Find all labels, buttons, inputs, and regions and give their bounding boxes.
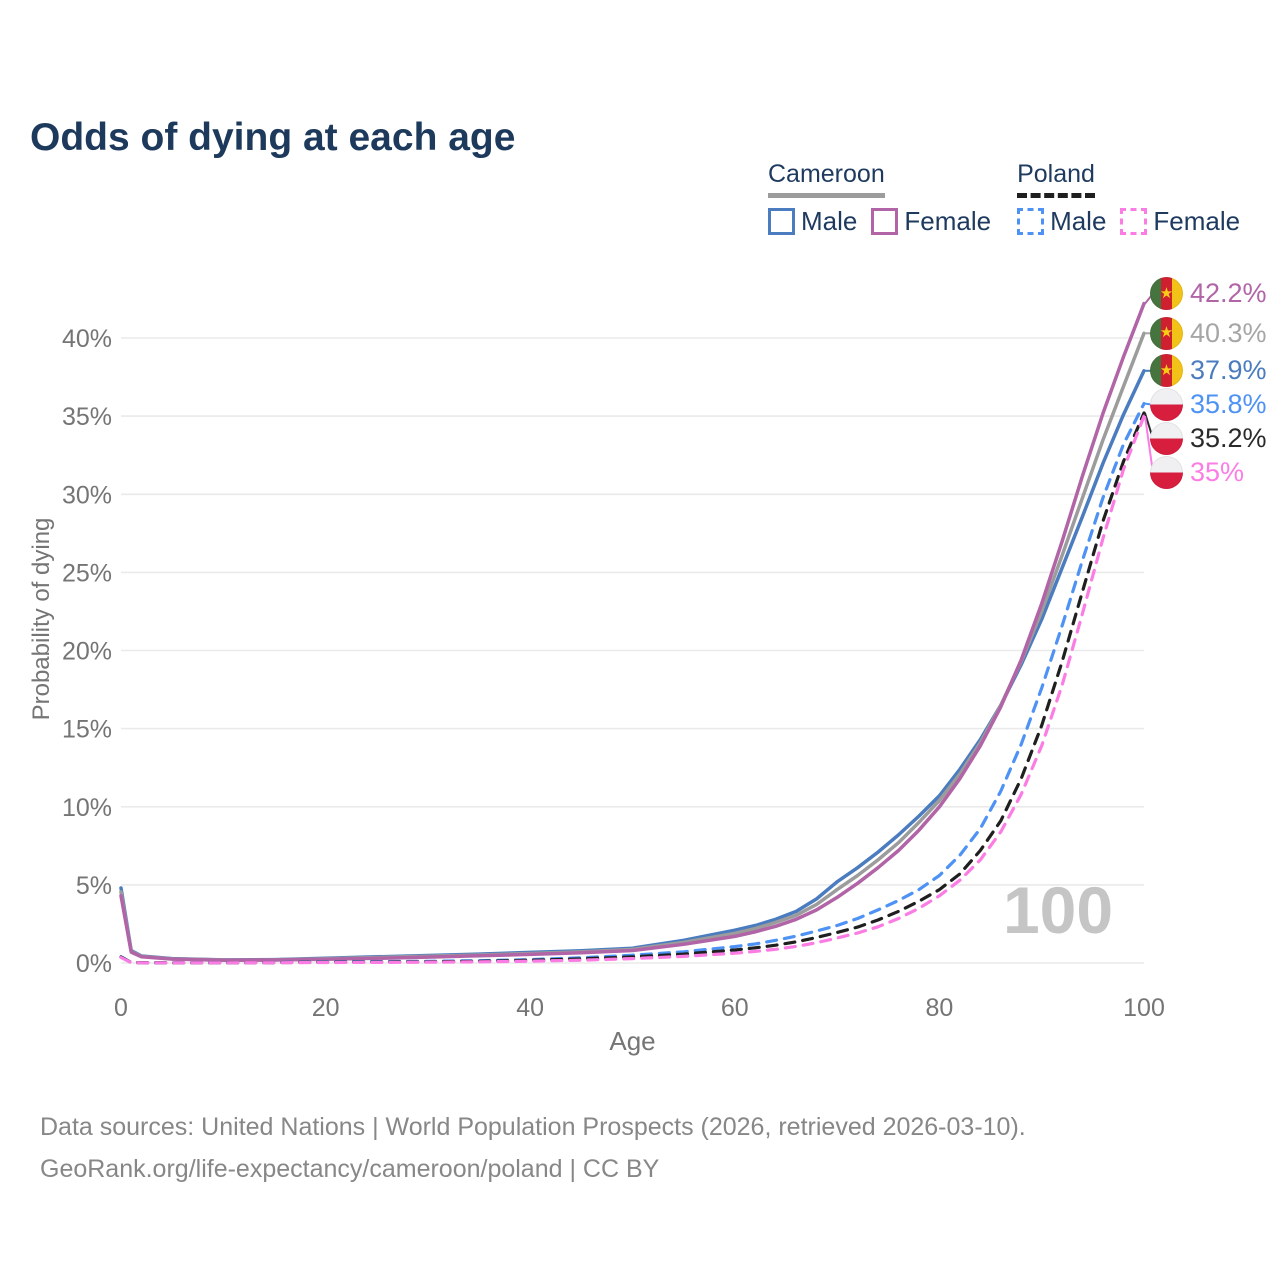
legend-item-cameroon-female[interactable]: Female [871,206,991,237]
series-line-poland-male[interactable] [119,402,1146,965]
legend-item-label: Female [1153,206,1241,236]
end-value-label: 35.8% [1190,389,1267,420]
x-tick-label-40: 40 [516,994,544,1022]
y-tick-label-30: 30% [62,481,112,509]
cameroon-flag-icon: ★ [1150,316,1183,350]
legend-item-label: Female [904,206,992,236]
poland-female-swatch-icon [1120,208,1148,235]
legend-items-cameroon: Male Female [768,206,991,237]
x-axis-title: Age [609,1026,656,1056]
data-sources-line: Data sources: United Nations | World Pop… [40,1113,1026,1141]
poland-flag-icon [1150,388,1183,422]
x-tick-label-100: 100 [1123,994,1165,1022]
end-label-poland-35-2-: 35.2% [1150,420,1267,458]
legend-country-poland[interactable]: Poland [1017,160,1095,198]
cameroon-female-swatch-icon [871,208,899,235]
end-value-label: 35% [1190,457,1245,488]
legend-group-cameroon: Cameroon Male Female [768,160,991,237]
x-tick-label-60: 60 [721,994,749,1022]
cameroon-star-icon: ★ [1159,324,1174,342]
cameroon-male-swatch-icon [768,208,795,235]
footer: Data sources: United Nations | World Pop… [40,1106,1026,1190]
page-title: Odds of dying at each age [30,116,516,160]
end-value-label: 40.3% [1190,317,1267,348]
end-value-label: 35.2% [1190,423,1267,454]
series-line-cameroon-female[interactable] [119,301,1146,962]
cameroon-star-icon: ★ [1159,284,1174,302]
legend-country-cameroon[interactable]: Cameroon [768,160,885,198]
poland-flag-icon [1150,422,1183,456]
legend: Cameroon Male Female Poland Male Female [768,160,1240,237]
y-tick-label-25: 25% [62,559,112,587]
end-label-cameroon-42-2-: ★ 42.2% [1150,275,1267,313]
y-tick-label-15: 15% [62,716,112,744]
end-label-cameroon-40-3-: ★ 40.3% [1150,314,1267,352]
series-line-poland-female[interactable] [119,414,1146,965]
y-tick-label-5: 5% [76,872,112,900]
x-tick-label-80: 80 [925,994,953,1022]
legend-items-poland: Male Female [1017,206,1240,237]
series-line-poland[interactable] [119,411,1146,965]
end-label-poland-35-: 35% [1150,454,1244,492]
y-axis-title: Probability of dying [28,517,55,721]
legend-item-poland-male[interactable]: Male [1017,206,1106,237]
legend-item-poland-female[interactable]: Female [1120,206,1240,237]
cameroon-star-icon: ★ [1159,361,1174,379]
legend-group-poland: Poland Male Female [1017,160,1240,237]
end-label-poland-35-8-: 35.8% [1150,386,1267,424]
series-line-cameroon[interactable] [119,331,1146,962]
y-tick-label-10: 10% [62,794,112,822]
attribution-line: GeoRank.org/life-expectancy/cameroon/pol… [40,1155,660,1183]
poland-male-swatch-icon [1017,208,1045,235]
cameroon-flag-icon: ★ [1150,354,1183,388]
legend-item-cameroon-male[interactable]: Male [768,206,857,237]
legend-item-label: Male [1050,206,1107,236]
y-tick-label-20: 20% [62,638,112,666]
age-counter-watermark: 100 [1002,873,1114,947]
y-tick-label-0: 0% [76,950,112,978]
x-tick-label-20: 20 [312,994,340,1022]
cameroon-flag-icon: ★ [1150,277,1183,311]
end-value-label: 37.9% [1190,355,1267,386]
series-line-cameroon-male[interactable] [119,369,1146,962]
y-tick-label-40: 40% [62,325,112,353]
poland-flag-icon [1150,456,1183,490]
y-tick-label-35: 35% [62,403,112,431]
legend-item-label: Male [801,206,858,236]
end-value-label: 42.2% [1190,278,1267,309]
x-tick-label-0: 0 [114,994,128,1022]
end-label-cameroon-37-9-: ★ 37.9% [1150,352,1267,390]
